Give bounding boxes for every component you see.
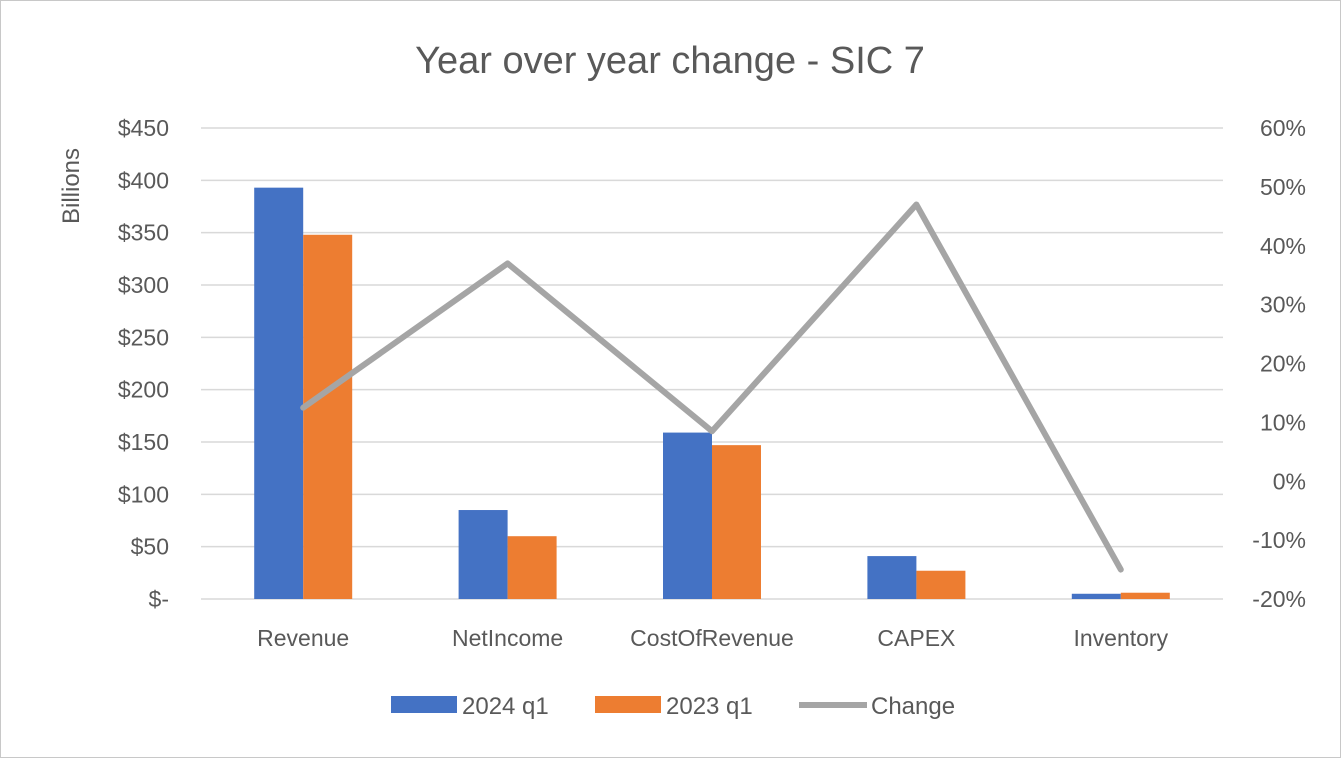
bar-2024-revenue [254, 187, 304, 599]
category-label: NetIncome [452, 625, 563, 651]
left-tick-label: $350 [118, 220, 169, 246]
left-tick-label: $250 [118, 324, 169, 350]
legend: 2024 q1 2023 q1 Change [391, 693, 955, 720]
left-tick-label: $400 [118, 167, 169, 193]
bar-2024-inventory [1071, 593, 1121, 599]
right-tick-label: 30% [1260, 292, 1306, 318]
bar-2024-netincome [458, 510, 508, 599]
left-tick-label: $300 [118, 272, 169, 298]
category-label: CostOfRevenue [630, 625, 794, 651]
right-tick-label: 10% [1260, 409, 1306, 435]
legend-label-2024: 2024 q1 [462, 693, 549, 720]
left-axis-ticks: $- $50 $100 $150 $200 $250 $300 $350 $400 $450 [118, 115, 169, 612]
legend-label-2023: 2023 q1 [666, 693, 753, 720]
change-line [300, 201, 1124, 573]
right-tick-label: -10% [1252, 527, 1306, 553]
bars [254, 187, 1170, 599]
legend-label-change: Change [871, 693, 955, 720]
category-labels: Revenue NetIncome CostOfRevenue CAPEX Invent… [257, 625, 1168, 651]
bar-2023-inventory [1120, 592, 1170, 599]
left-tick-label: $200 [118, 377, 169, 403]
bar-2023-revenue [303, 234, 353, 599]
left-tick-label: $50 [131, 534, 169, 560]
category-label: Revenue [257, 625, 349, 651]
legend-swatch-2023 [595, 696, 661, 713]
category-label: Inventory [1073, 625, 1168, 651]
left-tick-label: $450 [118, 115, 169, 141]
right-tick-label: -20% [1252, 586, 1306, 612]
category-label: CAPEX [877, 625, 955, 651]
bar-2024-costofrevenue [663, 432, 712, 599]
change-line-layer [300, 201, 1124, 573]
left-tick-label: $100 [118, 481, 169, 507]
gridlines [201, 127, 1223, 600]
bar-2023-costofrevenue [712, 445, 761, 599]
left-tick-label: $- [149, 586, 169, 612]
bar-2023-netincome [507, 536, 557, 599]
bar-2023-capex [916, 570, 966, 599]
right-tick-label: 20% [1260, 351, 1306, 377]
y-axis-title: Billions [58, 148, 85, 224]
legend-swatch-2024 [391, 696, 457, 713]
left-tick-label: $150 [118, 429, 169, 455]
right-tick-label: 50% [1260, 174, 1306, 200]
bar-2024-capex [867, 556, 917, 599]
chart-title: Year over year change - SIC 7 [415, 40, 925, 82]
right-tick-label: 60% [1260, 115, 1306, 141]
right-tick-label: 0% [1273, 468, 1306, 494]
right-axis-ticks: -20% -10% 0% 10% 20% 30% 40% 50% 60% [1252, 115, 1306, 612]
right-tick-label: 40% [1260, 233, 1306, 259]
